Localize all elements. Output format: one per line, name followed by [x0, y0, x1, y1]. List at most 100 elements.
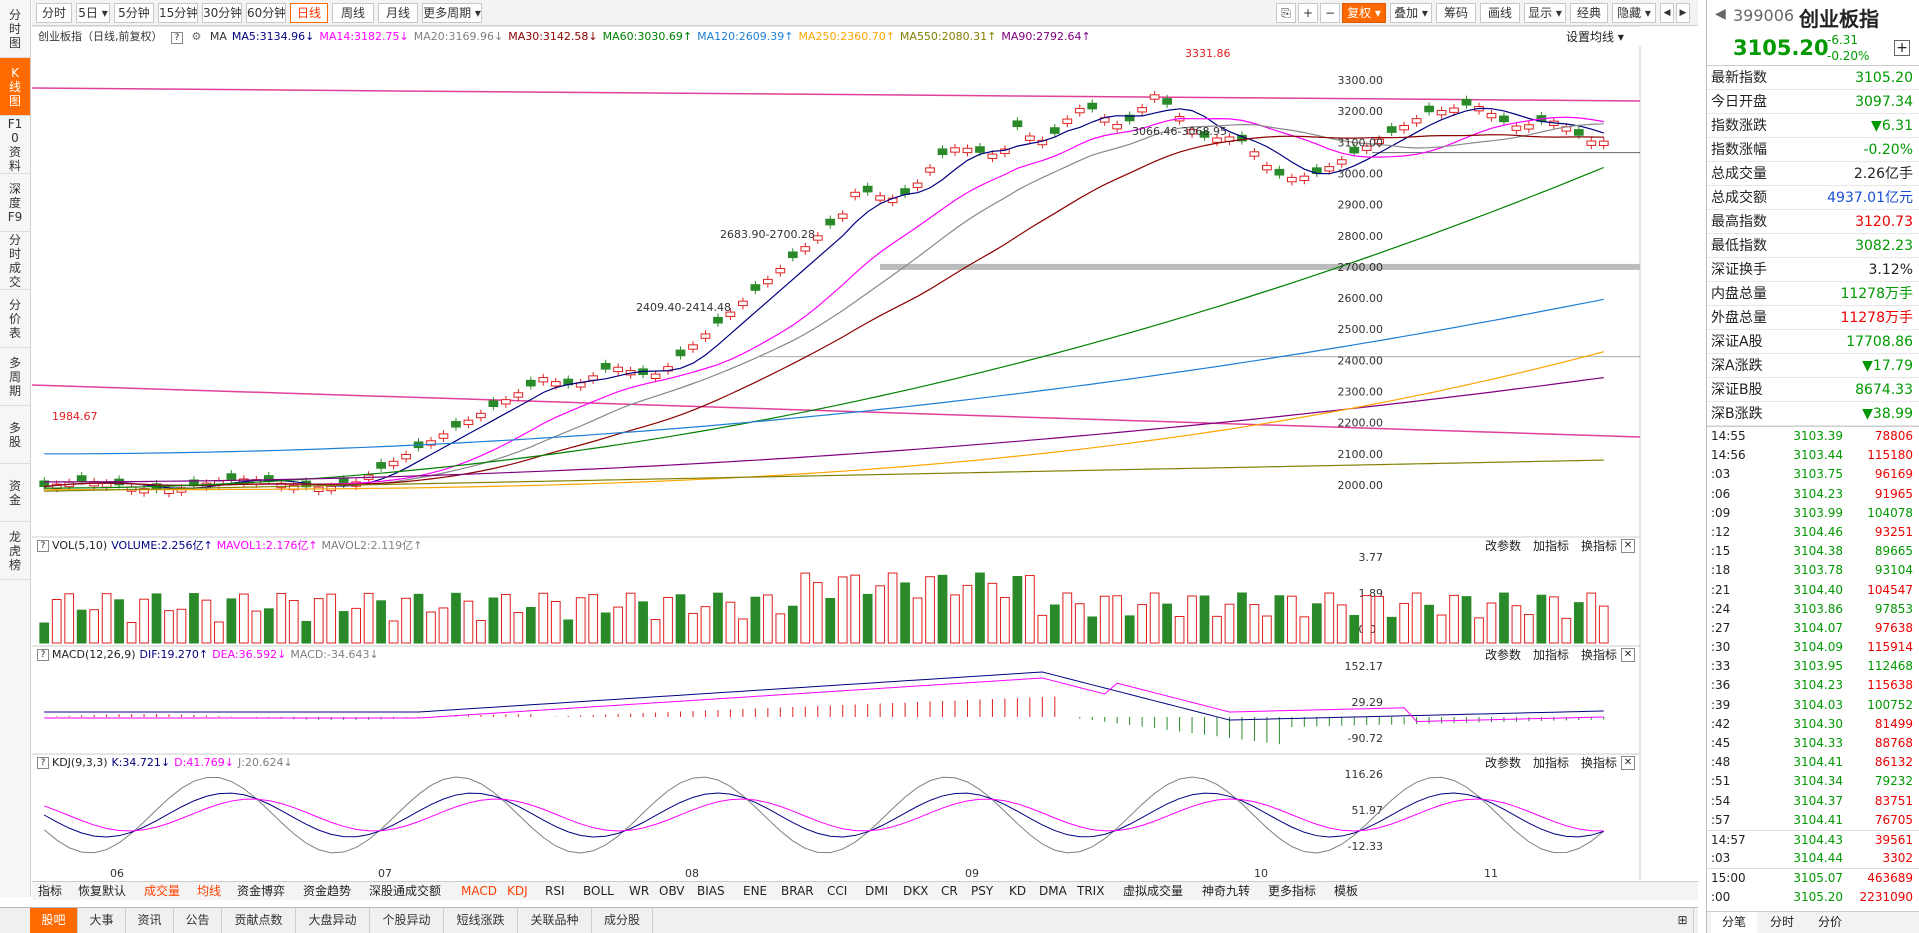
indicator-tab-18[interactable]: DKX: [903, 884, 929, 898]
period-tab-2[interactable]: 5分钟: [114, 3, 154, 23]
panel-button-0[interactable]: 改参数: [1484, 756, 1521, 770]
indicator-tab-24[interactable]: 虚拟成交量: [1123, 884, 1184, 898]
indicator-tab-16[interactable]: CCI: [827, 884, 848, 898]
period-tab-6[interactable]: 日线: [290, 3, 328, 23]
right-tab-1[interactable]: 分时: [1769, 915, 1794, 929]
toolbar-btn-0[interactable]: 复权 ▾: [1342, 3, 1386, 23]
indicator-tab-27[interactable]: 模板: [1334, 884, 1359, 898]
ma-legend-3: MA20:3169.96↓: [413, 30, 504, 43]
indicator-tab-20[interactable]: PSY: [971, 884, 994, 898]
period-tab-7[interactable]: 周线: [332, 3, 374, 23]
right-tab-2[interactable]: 分价: [1817, 915, 1842, 929]
toolbar-btn-4[interactable]: 显示 ▾: [1524, 3, 1566, 23]
help-icon[interactable]: ?: [37, 649, 49, 661]
indicator-tab-19[interactable]: CR: [941, 884, 958, 898]
volume-bar: [688, 612, 698, 644]
toolbar-btn-5[interactable]: 经典: [1570, 3, 1608, 23]
period-tab-9[interactable]: 更多周期 ▾: [422, 3, 482, 23]
indicator-tab-21[interactable]: KD: [1009, 884, 1027, 898]
left-nav-item-3[interactable]: 深度F9: [0, 174, 30, 232]
indicator-tab-10[interactable]: BOLL: [583, 884, 614, 898]
bottom-tab-7[interactable]: 短线涨跌: [444, 908, 518, 933]
panel-button-2[interactable]: 换指标: [1580, 539, 1617, 553]
period-tab-4[interactable]: 30分钟: [202, 3, 242, 23]
left-nav-item-4[interactable]: 分时成交: [0, 232, 30, 290]
close-icon[interactable]: ✕: [1621, 539, 1635, 553]
left-nav-item-6[interactable]: 多周期: [0, 348, 30, 406]
left-nav-item-7[interactable]: 多股: [0, 406, 30, 464]
period-tab-0[interactable]: 分时: [36, 3, 72, 23]
bottom-tab-3[interactable]: 公告: [174, 908, 222, 933]
copy-icon[interactable]: ⎘: [1276, 3, 1296, 23]
close-icon[interactable]: ✕: [1621, 756, 1635, 770]
indicator-tab-9[interactable]: RSI: [545, 884, 565, 898]
indicator-tab-2[interactable]: 成交量: [144, 884, 181, 898]
bottom-tab-5[interactable]: 大盘异动: [296, 908, 370, 933]
indicator-tab-25[interactable]: 神奇九转: [1202, 884, 1251, 898]
right-tab-0[interactable]: 分笔: [1711, 912, 1757, 933]
macd-dea-line: [44, 677, 1604, 723]
indicator-tab-12[interactable]: OBV: [659, 884, 685, 898]
toolbar-btn-3[interactable]: 画线: [1480, 3, 1520, 23]
left-nav-item-1[interactable]: K线图: [0, 58, 30, 116]
period-tab-5[interactable]: 60分钟: [246, 3, 286, 23]
settings-gear-icon[interactable]: ⚙: [191, 30, 202, 43]
close-icon[interactable]: ✕: [1621, 648, 1635, 662]
period-tab-1[interactable]: 5日 ▾: [76, 3, 110, 23]
indicator-tab-11[interactable]: WR: [629, 884, 650, 898]
add-watchlist-icon[interactable]: +: [1894, 40, 1910, 56]
indicator-tab-7[interactable]: MACD: [461, 884, 497, 898]
indicator-tab-5[interactable]: 资金趋势: [303, 884, 352, 898]
bottom-tab-2[interactable]: 资讯: [126, 908, 174, 933]
zoom-in-icon[interactable]: +: [1298, 3, 1318, 23]
zoom-out-icon[interactable]: −: [1320, 3, 1340, 23]
panel-button-0[interactable]: 改参数: [1484, 539, 1521, 553]
indicator-tab-22[interactable]: DMA: [1039, 884, 1067, 898]
left-nav-item-2[interactable]: F10资料: [0, 116, 30, 174]
bottom-tab-8[interactable]: 关联品种: [518, 908, 592, 933]
bottom-tab-4[interactable]: 贡献点数: [222, 908, 296, 933]
left-nav-item-9[interactable]: 龙虎榜: [0, 522, 30, 580]
left-nav-item-0[interactable]: 分时图: [0, 0, 30, 58]
bottom-tab-9[interactable]: 成分股: [592, 908, 653, 933]
bottom-tab-0[interactable]: 股吧: [30, 908, 78, 933]
help-icon[interactable]: ?: [37, 757, 49, 769]
toolbar-btn-1[interactable]: 叠加 ▾: [1390, 3, 1432, 23]
ma-settings-button[interactable]: 设置均线 ▾: [1566, 28, 1624, 45]
expand-icon[interactable]: ⊞: [1672, 908, 1694, 933]
left-nav-item-8[interactable]: 资金: [0, 464, 30, 522]
period-tab-3[interactable]: 15分钟: [158, 3, 198, 23]
indicator-tab-17[interactable]: DMI: [865, 884, 889, 898]
prev-arrow-icon[interactable]: ◀: [1715, 6, 1726, 22]
indicator-tab-15[interactable]: BRAR: [781, 884, 814, 898]
indicator-tab-26[interactable]: 更多指标: [1268, 884, 1317, 898]
indicator-tab-8[interactable]: KDJ: [507, 884, 528, 898]
bottom-tab-1[interactable]: 大事: [78, 908, 126, 933]
panel-button-1[interactable]: 加指标: [1532, 756, 1569, 770]
volume-bar: [251, 610, 262, 644]
indicator-tab-13[interactable]: BIAS: [697, 884, 725, 898]
help-icon[interactable]: ?: [37, 540, 49, 552]
kline-chart[interactable]: 3331.86 1984.67 2683.90-2700.28 2409.40-241…: [0, 0, 1698, 880]
indicator-tab-0[interactable]: 指标: [38, 884, 63, 898]
tick-row: :57 3104.41 76705: [1707, 811, 1919, 830]
indicator-tab-3[interactable]: 均线: [197, 884, 222, 898]
panel-button-1[interactable]: 加指标: [1532, 648, 1569, 662]
indicator-tab-23[interactable]: TRIX: [1077, 884, 1105, 898]
indicator-tab-6[interactable]: 深股通成交额: [369, 884, 442, 898]
toolbar-btn-6[interactable]: 隐藏 ▾: [1612, 3, 1656, 23]
scroll-left-icon[interactable]: ◀: [1660, 3, 1674, 23]
panel-button-2[interactable]: 换指标: [1580, 648, 1617, 662]
scroll-right-icon[interactable]: ▶: [1676, 3, 1690, 23]
left-nav-item-5[interactable]: 分价表: [0, 290, 30, 348]
period-tab-8[interactable]: 月线: [378, 3, 418, 23]
panel-button-0[interactable]: 改参数: [1484, 648, 1521, 662]
panel-button-2[interactable]: 换指标: [1580, 756, 1617, 770]
indicator-tab-1[interactable]: 恢复默认: [78, 884, 127, 898]
indicator-tab-4[interactable]: 资金博弈: [237, 884, 286, 898]
panel-button-1[interactable]: 加指标: [1532, 539, 1569, 553]
indicator-tab-14[interactable]: ENE: [743, 884, 768, 898]
help-icon[interactable]: ?: [171, 32, 183, 44]
bottom-tab-6[interactable]: 个股异动: [370, 908, 444, 933]
toolbar-btn-2[interactable]: 筹码: [1436, 3, 1476, 23]
